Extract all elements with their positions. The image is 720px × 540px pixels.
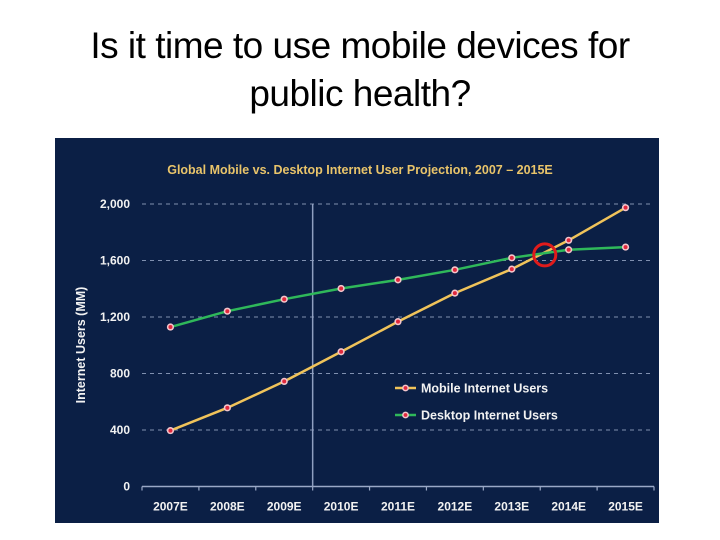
x-axis [141, 485, 655, 491]
x-tick-label: 2008E [210, 500, 245, 514]
data-point [223, 404, 231, 412]
data-point [280, 377, 288, 386]
x-tick-labels: 2007E 2008E 2009E 2010E 2011E 2012E 2013E 2014E… [153, 500, 643, 514]
x-tick-label: 2011E [381, 500, 415, 514]
data-point [565, 246, 573, 254]
chart-title: Global Mobile vs. Desktop Internet User … [167, 163, 553, 177]
legend-item: Desktop Internet Users [395, 409, 558, 423]
marker-dot [509, 267, 514, 272]
legend: Mobile Internet Users Desktop Internet Us… [395, 382, 558, 423]
data-point [166, 323, 175, 331]
y-tick-label: 400 [110, 423, 130, 437]
data-point [565, 236, 573, 244]
data-point [337, 348, 345, 356]
legend-label: Mobile Internet Users [421, 382, 548, 396]
data-point [166, 426, 175, 435]
legend-marker-dot [403, 386, 408, 390]
marker-dot [225, 405, 230, 410]
marker-dot [339, 286, 344, 291]
series-line [170, 245, 626, 329]
marker-dot [396, 319, 400, 324]
data-point [223, 307, 231, 315]
series-mobile [166, 204, 630, 435]
data-point [508, 265, 516, 273]
marker-dot [623, 245, 628, 250]
slide-title-line-1: Is it time to use mobile devices for [90, 25, 630, 66]
marker-dot [509, 255, 514, 260]
x-tick-label: 2009E [267, 500, 302, 514]
series-desktop [166, 243, 630, 331]
x-tick-label: 2010E [324, 500, 359, 514]
marker-dot [566, 247, 571, 252]
data-point [280, 295, 288, 303]
gridlines [142, 203, 654, 431]
slide-title: Is it time to use mobile devices for pub… [0, 22, 720, 118]
y-tick-label: 2,000 [100, 197, 130, 211]
x-tick-label: 2007E [153, 500, 188, 514]
data-point [394, 318, 402, 326]
data-point [621, 204, 630, 212]
data-point [508, 254, 516, 262]
y-tick-label: 1,600 [100, 254, 130, 268]
legend-marker-dot [403, 413, 408, 417]
legend-label: Desktop Internet Users [421, 409, 558, 423]
y-tick-labels: 0 400 800 1,200 1,600 2,000 [100, 197, 130, 494]
marker-dot [623, 205, 628, 210]
y-axis-label: Internet Users (MM) [74, 287, 88, 404]
data-point [451, 289, 459, 297]
x-tick-label: 2015E [608, 500, 643, 514]
x-tick-label: 2013E [494, 500, 529, 514]
line-chart: Global Mobile vs. Desktop Internet User … [74, 163, 655, 514]
marker-dot [452, 291, 457, 296]
crossover-circle [532, 242, 558, 268]
y-tick-label: 1,200 [100, 310, 130, 324]
marker-dot [452, 267, 457, 272]
marker-dot [566, 238, 571, 243]
marker-dot [282, 297, 287, 302]
data-point [337, 284, 345, 293]
marker-dot [225, 309, 230, 314]
marker-dot [168, 428, 173, 433]
y-tick-label: 800 [110, 367, 130, 381]
slide-title-line-2: public health? [249, 73, 471, 114]
marker-dot [282, 379, 287, 384]
data-point [621, 243, 630, 251]
y-tick-label: 0 [123, 480, 130, 494]
marker-dot [396, 277, 400, 282]
marker-dot [168, 325, 173, 330]
data-point [394, 276, 402, 284]
x-tick-label: 2014E [551, 500, 586, 514]
data-point [451, 266, 459, 274]
x-tick-label: 2012E [438, 500, 473, 514]
chart-panel: Global Mobile vs. Desktop Internet User … [55, 138, 659, 523]
marker-dot [339, 349, 344, 354]
legend-item: Mobile Internet Users [395, 382, 548, 396]
series-lines [166, 204, 630, 435]
